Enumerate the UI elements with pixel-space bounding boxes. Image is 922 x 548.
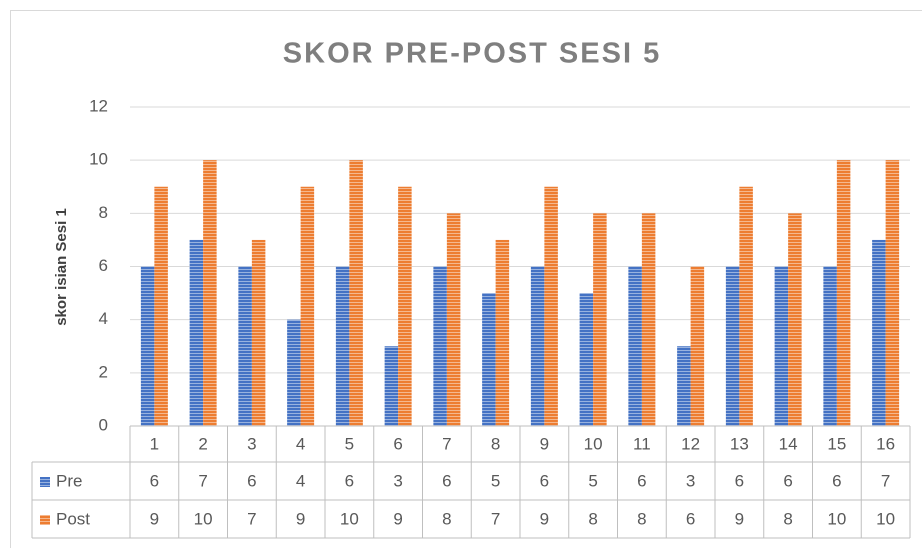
table-value: 6 xyxy=(345,471,354,490)
bar xyxy=(446,213,461,426)
y-tick-label: 4 xyxy=(99,309,108,328)
x-tick-label: 13 xyxy=(730,434,749,453)
bar xyxy=(836,160,851,426)
legend-key xyxy=(40,515,50,525)
table-value: 7 xyxy=(198,471,207,490)
y-tick-label: 2 xyxy=(99,362,108,381)
bar xyxy=(725,266,740,426)
y-tick-label: 0 xyxy=(99,415,108,434)
y-tick-label: 12 xyxy=(89,96,108,115)
bar xyxy=(544,186,558,426)
x-tick-label: 8 xyxy=(491,434,500,453)
bar xyxy=(203,160,217,426)
table-value: 3 xyxy=(393,471,402,490)
bar xyxy=(823,266,837,426)
bar xyxy=(482,293,496,426)
table-value: 6 xyxy=(540,471,549,490)
table-value: 6 xyxy=(735,471,744,490)
table-value: 9 xyxy=(735,509,744,528)
bar xyxy=(287,319,301,426)
table-value: 6 xyxy=(150,471,159,490)
table-value: 4 xyxy=(296,471,305,490)
x-tick-label: 15 xyxy=(827,434,846,453)
bar xyxy=(579,293,594,426)
bar xyxy=(238,266,252,426)
bar xyxy=(774,266,789,426)
table-value: 10 xyxy=(194,509,213,528)
x-tick-label: 1 xyxy=(150,434,159,453)
table-value: 6 xyxy=(832,471,841,490)
bar xyxy=(300,186,315,426)
x-tick-label: 12 xyxy=(681,434,700,453)
bar xyxy=(872,239,886,426)
table-value: 5 xyxy=(588,471,597,490)
bar xyxy=(641,213,656,426)
bar xyxy=(739,186,753,426)
table-value: 10 xyxy=(876,509,895,528)
bar xyxy=(251,239,266,426)
y-tick-label: 6 xyxy=(99,256,108,275)
bar xyxy=(530,266,545,426)
x-tick-label: 4 xyxy=(296,434,305,453)
legend-label: Pre xyxy=(56,471,82,490)
x-tick-label: 3 xyxy=(247,434,256,453)
table-value: 9 xyxy=(150,509,159,528)
table-value: 9 xyxy=(540,509,549,528)
table-value: 3 xyxy=(686,471,695,490)
table-value: 7 xyxy=(881,471,890,490)
bar xyxy=(384,346,399,426)
x-tick-label: 10 xyxy=(584,434,603,453)
bar xyxy=(189,239,204,426)
bar xyxy=(690,266,705,426)
bar xyxy=(140,266,155,426)
table-value: 9 xyxy=(393,509,402,528)
x-tick-label: 16 xyxy=(876,434,895,453)
table-value: 10 xyxy=(827,509,846,528)
table-value: 8 xyxy=(783,509,792,528)
bar xyxy=(398,186,412,426)
bar xyxy=(433,266,447,426)
bar xyxy=(593,213,607,426)
x-tick-label: 11 xyxy=(633,434,651,453)
x-tick-label: 14 xyxy=(779,434,798,453)
chart-title: SKOR PRE-POST SESI 5 xyxy=(283,38,661,70)
table-value: 8 xyxy=(637,509,646,528)
table-value: 9 xyxy=(296,509,305,528)
table-value: 8 xyxy=(588,509,597,528)
bar xyxy=(335,266,350,426)
x-tick-label: 5 xyxy=(345,434,354,453)
table-value: 10 xyxy=(340,509,359,528)
table-value: 6 xyxy=(247,471,256,490)
x-tick-label: 6 xyxy=(393,434,402,453)
legend-key xyxy=(40,477,50,487)
bar xyxy=(495,239,510,426)
legend-label: Post xyxy=(56,509,90,528)
bar xyxy=(885,160,900,426)
table-value: 7 xyxy=(491,509,500,528)
bar xyxy=(154,186,168,426)
bar xyxy=(677,346,691,426)
table-value: 6 xyxy=(686,509,695,528)
bar xyxy=(788,213,802,426)
table-value: 8 xyxy=(442,509,451,528)
x-tick-label: 2 xyxy=(198,434,207,453)
bar xyxy=(349,160,363,426)
table-value: 7 xyxy=(247,509,256,528)
y-tick-label: 10 xyxy=(89,150,108,169)
y-tick-label: 8 xyxy=(99,203,108,222)
x-tick-label: 7 xyxy=(442,434,451,453)
table-value: 6 xyxy=(637,471,646,490)
y-axis-label: skor isian Sesi 1 xyxy=(53,208,70,326)
table-value: 6 xyxy=(442,471,451,490)
bar xyxy=(628,266,642,426)
table-value: 5 xyxy=(491,471,500,490)
table-value: 6 xyxy=(783,471,792,490)
x-tick-label: 9 xyxy=(540,434,549,453)
